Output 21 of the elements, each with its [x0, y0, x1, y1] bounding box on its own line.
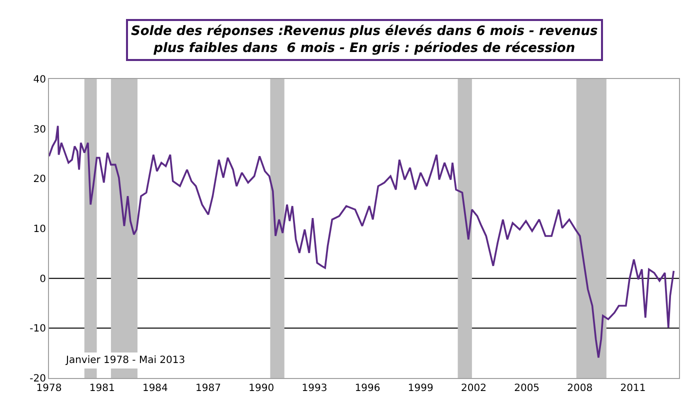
- x-tick-label: 1996: [354, 383, 380, 394]
- chart-title: Solde des réponses :Revenus plus élevés dans 6 mois - revenus plus faibles dans 6 mois - En gris : périodes de récession: [131, 24, 598, 56]
- x-tick-label: 1990: [248, 383, 274, 394]
- x-tick-label: 2002: [460, 383, 486, 394]
- x-tick-label: 2011: [620, 383, 646, 394]
- x-tick-label: 1993: [302, 383, 328, 394]
- y-tick-label: 40: [33, 74, 46, 86]
- y-tick-label: 0: [40, 274, 46, 285]
- x-tick-label: 2008: [567, 383, 593, 394]
- y-tick-label: 20: [33, 174, 46, 186]
- y-tick-label: 30: [33, 124, 46, 136]
- x-tick-label: 1987: [196, 383, 221, 394]
- annotation: Janvier 1978 - Mai 2013: [65, 355, 186, 366]
- x-tick-label: 2005: [514, 383, 540, 394]
- x-tick-label: 1981: [89, 383, 115, 394]
- y-tick-label: 10: [33, 224, 46, 235]
- x-tick-label: 1978: [36, 383, 62, 394]
- x-tick-label: 1984: [142, 383, 168, 394]
- y-tick-label: -20: [30, 374, 46, 384]
- y-tick-label: -10: [30, 324, 46, 335]
- x-tick-label: 1999: [408, 383, 434, 394]
